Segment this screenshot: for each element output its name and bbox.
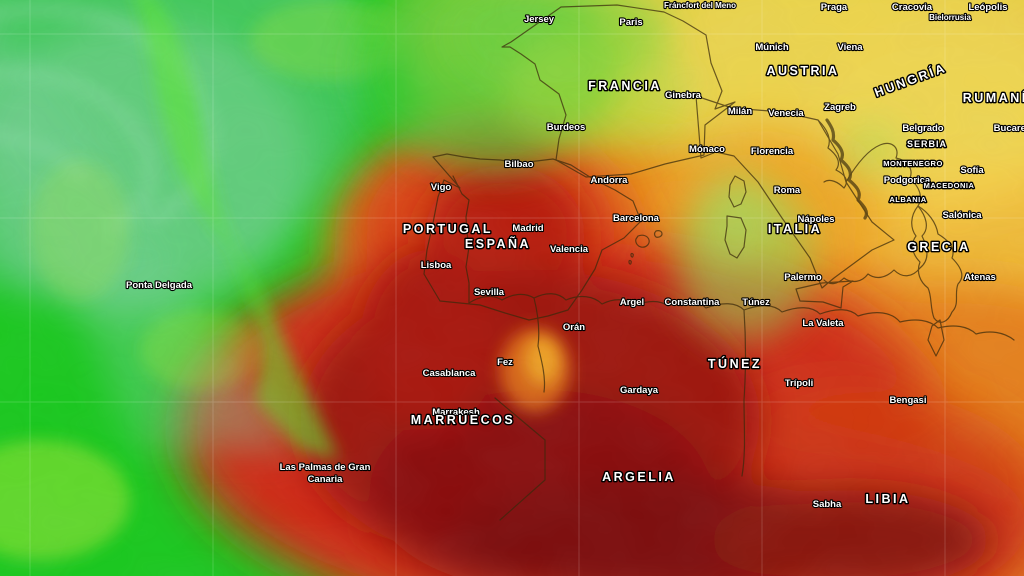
svg-text:Leópolis: Leópolis [968, 2, 1007, 13]
svg-text:GRECIA: GRECIA [907, 240, 971, 254]
svg-text:Sofía: Sofía [960, 165, 984, 176]
svg-text:PORTUGAL: PORTUGAL [403, 222, 493, 236]
svg-text:Andorra: Andorra [591, 175, 629, 186]
svg-text:Florencia: Florencia [751, 146, 794, 157]
svg-text:Casablanca: Casablanca [423, 368, 477, 379]
svg-text:Lisboa: Lisboa [421, 260, 452, 271]
svg-text:ESPAÑA: ESPAÑA [465, 236, 531, 251]
svg-text:Salónica: Salónica [942, 210, 982, 221]
svg-text:Bucarest: Bucarest [994, 123, 1024, 134]
svg-text:Belgrado: Belgrado [902, 123, 943, 134]
svg-text:Sevilla: Sevilla [474, 287, 505, 298]
svg-text:Bielorrusia: Bielorrusia [929, 13, 971, 22]
svg-text:Canaria: Canaria [308, 474, 344, 485]
svg-text:Gardaya: Gardaya [620, 385, 659, 396]
svg-text:Venecia: Venecia [768, 108, 804, 119]
svg-text:Trípoli: Trípoli [785, 378, 814, 389]
svg-text:Milán: Milán [728, 106, 752, 117]
svg-text:TÚNEZ: TÚNEZ [708, 356, 762, 371]
svg-text:Túnez: Túnez [742, 297, 770, 308]
svg-text:Fráncfort del Meno: Fráncfort del Meno [664, 1, 736, 10]
svg-text:Viena: Viena [837, 42, 863, 53]
svg-text:Jersey: Jersey [524, 14, 555, 25]
svg-text:Paris: Paris [619, 17, 642, 28]
svg-text:Roma: Roma [774, 185, 801, 196]
svg-text:AUSTRIA: AUSTRIA [766, 64, 839, 78]
svg-text:RUMANÍA: RUMANÍA [963, 90, 1024, 105]
svg-text:MACEDONIA: MACEDONIA [924, 181, 975, 190]
svg-text:Palermo: Palermo [784, 272, 822, 283]
svg-text:Atenas: Atenas [964, 272, 996, 283]
svg-text:Cracovia: Cracovia [892, 2, 933, 13]
svg-text:Praga: Praga [821, 2, 848, 13]
svg-text:MARRUECOS: MARRUECOS [411, 413, 515, 427]
svg-text:Bengasi: Bengasi [890, 395, 927, 406]
svg-text:Vigo: Vigo [431, 182, 452, 193]
svg-text:Madrid: Madrid [512, 223, 543, 234]
svg-text:Constantina: Constantina [665, 297, 721, 308]
svg-text:La Valeta: La Valeta [802, 318, 844, 329]
svg-text:Las Palmas de Gran: Las Palmas de Gran [280, 462, 371, 473]
svg-text:Valencia: Valencia [550, 244, 589, 255]
svg-text:ARGELIA: ARGELIA [602, 470, 676, 484]
svg-text:Sabha: Sabha [813, 499, 842, 510]
svg-text:MONTENEGRO: MONTENEGRO [883, 159, 943, 168]
svg-text:Ginebra: Ginebra [665, 90, 702, 101]
svg-text:Zagreb: Zagreb [824, 102, 856, 113]
svg-text:Múnich: Múnich [755, 42, 788, 53]
svg-text:Ponta Delgada: Ponta Delgada [126, 280, 193, 291]
svg-text:Fez: Fez [497, 357, 513, 368]
svg-text:ALBANIA: ALBANIA [889, 195, 926, 204]
svg-text:FRANCIA: FRANCIA [588, 79, 662, 93]
svg-text:Mónaco: Mónaco [689, 144, 725, 155]
svg-text:ITALIA: ITALIA [768, 222, 822, 236]
svg-text:SERBIA: SERBIA [907, 139, 947, 149]
svg-text:Burdeos: Burdeos [547, 122, 586, 133]
svg-text:Barcelona: Barcelona [613, 213, 660, 224]
svg-text:LIBIA: LIBIA [865, 492, 910, 506]
svg-text:Bilbao: Bilbao [504, 159, 533, 170]
svg-text:Orán: Orán [563, 322, 585, 333]
svg-text:Argel: Argel [620, 297, 644, 308]
